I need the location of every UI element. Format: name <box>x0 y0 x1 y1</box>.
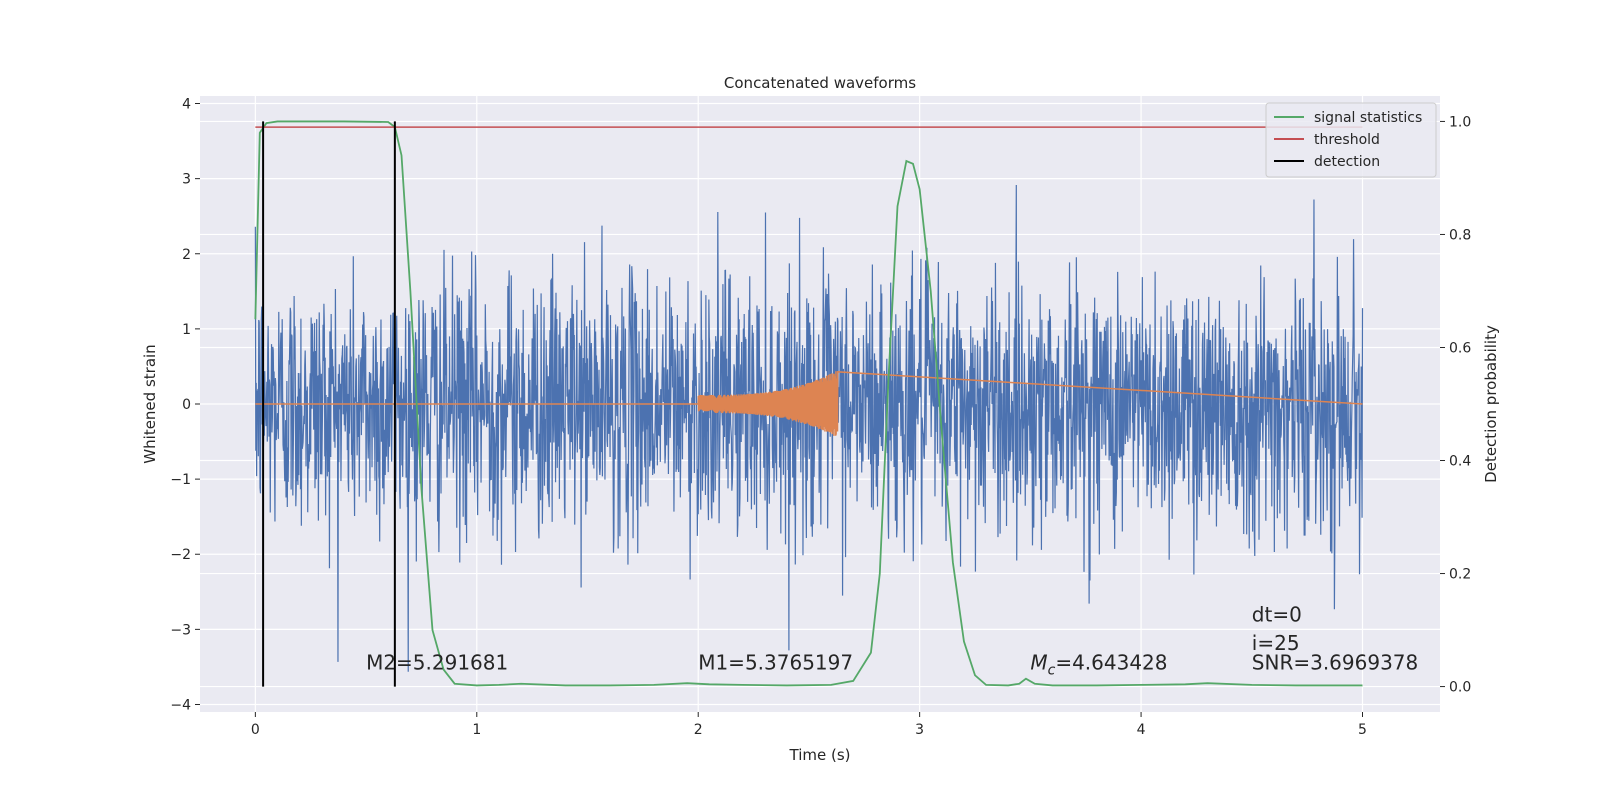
x-tick-label: 4 <box>1137 722 1146 738</box>
annotation-text: i=25 <box>1252 631 1300 655</box>
y-tick-label: 1 <box>182 322 191 338</box>
y2-tick-label: 0.2 <box>1449 567 1471 583</box>
y2-tick-label: 0.4 <box>1449 454 1471 470</box>
legend: signal statistics threshold detection <box>1265 102 1437 178</box>
y-tick-label: 3 <box>182 172 191 188</box>
x-tick-label: 0 <box>251 722 260 738</box>
y-axis-label: Whitened strain <box>141 344 159 463</box>
signal-statistics-line <box>254 120 1363 687</box>
legend-box <box>1265 102 1437 178</box>
x-tick-label: 3 <box>915 722 924 738</box>
ticks: 0 1 2 3 4 5 −4 −3 −2 −1 0 1 2 3 4 0.0 0.2 0.4 0.6 0.8 1.0 <box>170 97 1471 738</box>
y-tick-label: −1 <box>170 472 191 488</box>
y-tick-label: 2 <box>182 247 191 263</box>
x-tick-label: 2 <box>694 722 703 738</box>
annotation-text: M2=5.291681 <box>366 651 508 675</box>
mc-symbol: M <box>1030 651 1047 675</box>
annotations: M2=5.291681 M1=5.3765197 Mc=4.643428 SNR=3.… <box>366 603 1418 679</box>
y-tick-label: −4 <box>170 697 191 713</box>
y2-axis-label: Detection probability <box>1482 325 1500 483</box>
annotation-text: M1=5.3765197 <box>698 651 853 675</box>
legend-entry: detection <box>1314 154 1380 170</box>
legend-entry: threshold <box>1314 132 1380 148</box>
mc-value: =4.643428 <box>1055 651 1167 675</box>
x-tick-label: 1 <box>472 722 481 738</box>
y-tick-label: 0 <box>182 397 191 413</box>
y2-tick-label: 0.0 <box>1449 680 1471 696</box>
legend-entry: signal statistics <box>1314 110 1422 126</box>
chirp-series <box>255 371 1363 436</box>
annotation-text: SNR=3.6969378 <box>1252 651 1418 675</box>
y2-tick-label: 0.8 <box>1449 227 1471 243</box>
noise-series <box>254 184 1364 672</box>
x-tick-label: 5 <box>1358 722 1367 738</box>
y-tick-label: −2 <box>170 547 191 563</box>
chart-title: Concatenated waveforms <box>724 74 916 92</box>
y2-tick-label: 1.0 <box>1449 114 1471 130</box>
annotation-text: dt=0 <box>1252 603 1302 627</box>
y-tick-label: −3 <box>170 622 191 638</box>
plot-clip-group <box>254 120 1364 687</box>
mc-annotation: Mc=4.643428 <box>1030 651 1167 679</box>
x-axis-label: Time (s) <box>789 746 851 764</box>
y-tick-label: 4 <box>182 97 191 113</box>
y2-tick-label: 0.6 <box>1449 340 1471 356</box>
mc-subscript: c <box>1048 663 1056 679</box>
plot-area <box>254 120 1364 687</box>
